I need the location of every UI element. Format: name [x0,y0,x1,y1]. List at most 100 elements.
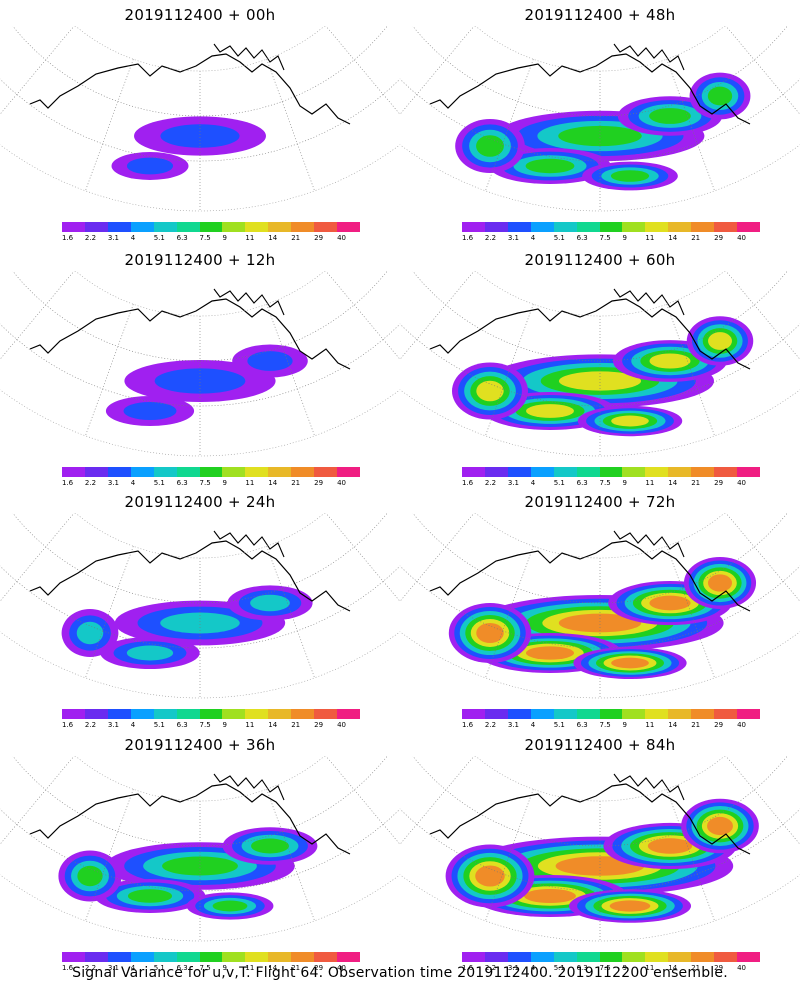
colorbar-tick-label: 4 [530,721,536,729]
colorbar-swatch [153,952,177,962]
contour-band [610,170,650,182]
contour-band [160,612,240,634]
colorbar-swatch [62,709,85,719]
colorbar-swatch [462,952,485,962]
parallel-line [400,565,800,649]
colorbar-swatch [484,222,508,232]
parallel-line [12,756,388,847]
coastline [29,540,351,612]
colorbar-tick-label: 40 [337,964,346,972]
coastline [429,298,751,370]
colorbar-swatch [176,952,200,962]
colorbar-swatch [130,952,154,962]
colorbar-tick-label: 3.1 [507,721,519,729]
colorbar-swatch [222,709,246,719]
colorbar-swatch [130,709,154,719]
colorbar-tick-label: 14 [668,964,678,972]
meridian-line [266,59,315,191]
colorbar-swatch [737,709,760,719]
contour-band [707,574,733,592]
colorbar-swatch [291,222,315,232]
colorbar-tick-label: 29 [714,479,724,487]
colorbar-tick-label: 4 [130,964,136,972]
colorbar-tick-label: 6.3 [576,964,588,972]
parallel-line [12,271,388,362]
colorbar-tick-label: 9 [222,964,227,972]
colorbar-tick-label: 1.6 [62,479,74,487]
colorbar-swatch [199,952,223,962]
colorbar-tick-label: 7.5 [599,234,611,242]
colorbar-swatch [622,709,646,719]
colorbar-swatch [484,467,508,477]
coastline [213,530,285,558]
colorbar-tick-label: 11 [245,234,255,242]
contour-band [250,594,290,612]
colorbar-tick-label: 40 [737,964,746,972]
colorbar-tick-label: 4 [130,479,136,487]
colorbar-tick-label: 3.1 [107,721,119,729]
meridian-line [0,513,75,602]
colorbar-swatch [691,952,715,962]
colorbar-tick-label: 2.2 [84,479,97,487]
colorbar: 1.6 2.2 3.1 4 5.1 6.3 7.5 9 11 14 21 29 40 [462,709,760,731]
colorbar-tick-label: 14 [268,234,278,242]
contour-band [707,816,733,836]
colorbar-swatch [84,222,108,232]
colorbar-swatch [245,467,269,477]
contour-band [476,135,504,157]
colorbar-tick-label: 9 [622,964,627,972]
colorbar-swatch [199,222,223,232]
colorbar-tick-label: 11 [645,479,655,487]
colorbar-tick-label: 2.2 [84,234,97,242]
panel-title: 2019112400 + 24h [124,493,276,511]
colorbar-swatch [553,952,577,962]
colorbar-tick-label: 40 [737,234,746,242]
colorbar-tick-label: 11 [645,721,655,729]
colorbar-tick-label: 1.6 [462,964,474,972]
colorbar-tick-label: 29 [314,721,324,729]
colorbar-swatch [337,222,360,232]
meridian-line [400,271,475,360]
colorbar-tick-label: 9 [222,721,227,729]
colorbar-tick-label: 6.3 [176,721,188,729]
colorbar-tick-label: 29 [314,234,324,242]
colorbar-tick-label: 7.5 [199,234,211,242]
contour-band [649,353,691,369]
colorbar-tick-label: 5.1 [153,721,165,729]
colorbar-tick-label: 9 [222,234,227,242]
coastline [29,53,351,125]
colorbar-tick-label: 5.1 [153,479,165,487]
colorbar-tick-label: 21 [291,234,301,242]
contour-band [126,645,174,661]
colorbar-swatch [153,467,177,477]
colorbar-tick-label: 6.3 [176,964,188,972]
parallel-line [12,513,388,604]
colorbar-tick-label: 3.1 [107,234,119,242]
colorbar-tick-label: 21 [691,721,701,729]
colorbar-swatch [645,952,669,962]
parallel-line [400,323,800,407]
colorbar-swatch [668,222,692,232]
colorbar-swatch [714,467,738,477]
colorbar-tick-label: 4 [530,234,536,242]
contour-band [526,404,574,418]
parallel-line [412,513,788,604]
colorbar-tick-label: 2.2 [484,964,497,972]
colorbar-swatch [576,952,600,962]
parallel-line [0,808,400,892]
meridian-line [0,26,75,115]
parallel-line [412,26,788,117]
colorbar-swatch [314,222,338,232]
colorbar-tick-label: 29 [714,964,724,972]
colorbar-swatch [62,952,85,962]
meridian-line [400,26,475,115]
colorbar-tick-label: 7.5 [199,964,211,972]
colorbar-tick-label: 9 [622,234,627,242]
variance-map [0,756,400,942]
colorbar-swatch [153,709,177,719]
colorbar-tick-label: 4 [130,721,136,729]
variance-map [0,513,400,699]
colorbar-tick-label: 21 [691,234,701,242]
colorbar-tick-label: 21 [691,964,701,972]
